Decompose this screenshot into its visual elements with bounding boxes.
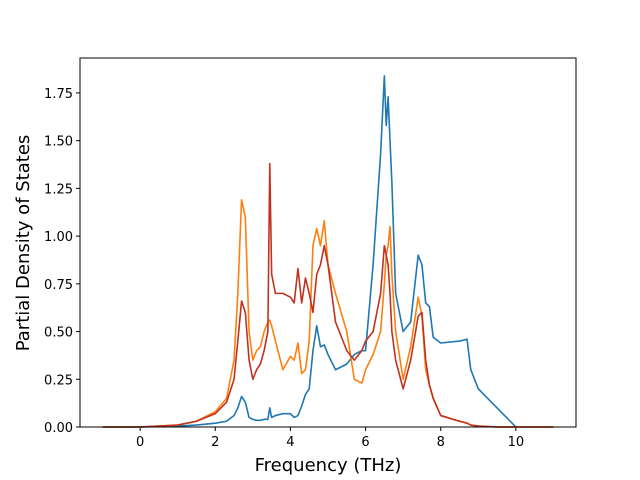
y-tick-label: 1.00 [44,230,73,245]
plot-frame [79,57,577,428]
series-line [102,162,554,428]
x-axis-label: Frequency (THz) [255,455,402,476]
y-tick-label: 1.50 [44,135,73,150]
y-tick-label: 1.75 [44,87,73,102]
x-tick-label: 8 [437,435,445,450]
x-tick-label: 6 [361,435,369,450]
y-tick-label: 0.75 [44,278,73,293]
y-tick-label: 0.50 [44,326,73,341]
series-line [102,74,517,428]
x-tick-label: 0 [136,435,144,450]
y-tick-label: 0.25 [44,373,73,388]
y-axis-label: Partial Density of States [13,135,34,352]
series-line [102,199,554,428]
x-tick-label: 2 [211,435,219,450]
y-tick-label: 1.25 [44,182,73,197]
y-tick-label: 0.00 [44,421,73,436]
x-tick-label: 10 [508,435,525,450]
x-tick-label: 4 [286,435,294,450]
